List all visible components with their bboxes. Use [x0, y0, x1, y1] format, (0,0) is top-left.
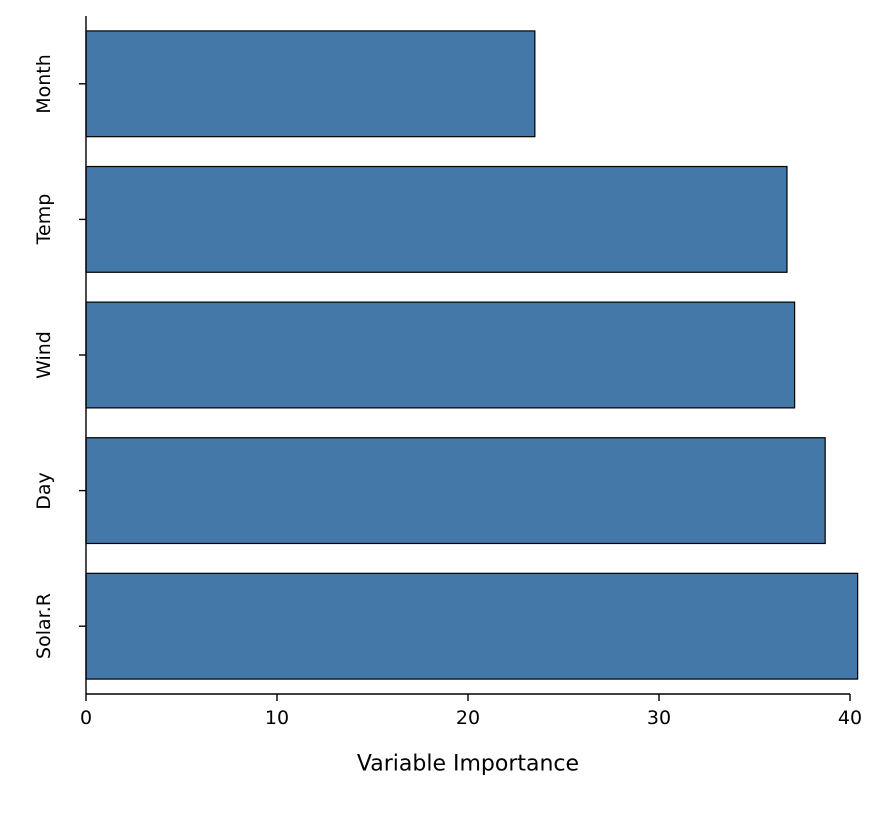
bar	[86, 302, 795, 408]
bar	[86, 573, 858, 679]
y-tick-label: Day	[33, 472, 55, 510]
x-axis-label: Variable Importance	[357, 752, 579, 777]
x-tick-label: 30	[647, 707, 671, 729]
bar	[86, 167, 787, 273]
y-tick-label: Solar.R	[33, 593, 55, 659]
x-tick-label: 40	[838, 707, 862, 729]
chart-svg	[0, 0, 875, 809]
y-tick-label: Temp	[33, 194, 55, 245]
variable-importance-chart: 0 10 20 30 40 Solar.R Day Wind Temp Month Variable…	[0, 0, 875, 809]
y-tick-label: Month	[33, 54, 55, 114]
bar	[86, 31, 535, 137]
x-tick-label: 10	[265, 707, 289, 729]
y-tick-label: Wind	[33, 331, 55, 379]
bar	[86, 438, 825, 544]
x-tick-label: 20	[456, 707, 480, 729]
x-tick-label: 0	[80, 707, 92, 729]
